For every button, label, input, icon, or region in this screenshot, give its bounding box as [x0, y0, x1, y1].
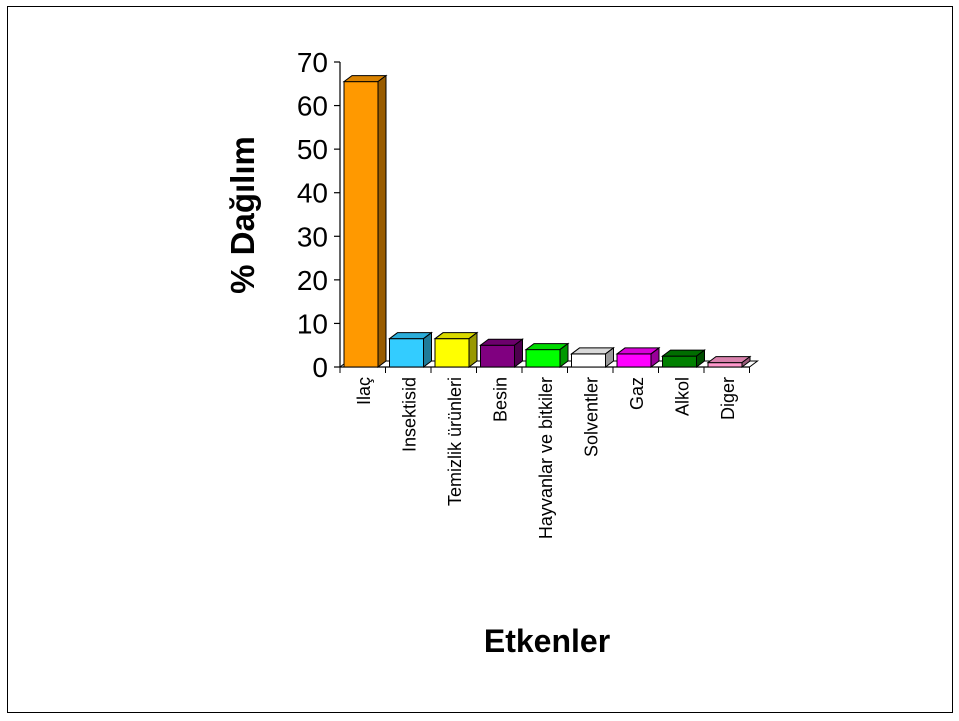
x-tick-label: Ilaç: [354, 377, 374, 405]
bar-side: [514, 338, 523, 368]
y-tick-label: 30: [297, 221, 328, 252]
bar: [342, 74, 388, 368]
bar-side: [605, 346, 614, 368]
x-tick-label: Gaz: [627, 377, 647, 410]
bar: [524, 342, 570, 368]
x-axis-title: Etkenler: [484, 623, 610, 659]
bar-front: [571, 353, 606, 368]
bar-front: [389, 338, 424, 368]
bar: [433, 331, 479, 368]
bar-side: [559, 342, 569, 368]
y-axis-title: % Dağılım: [224, 136, 261, 294]
bar-side: [468, 331, 478, 368]
x-tick-label: Hayvanlar ve bitkiler: [536, 377, 556, 539]
x-tick-label: Alkol: [672, 377, 692, 416]
x-tick-label: Besin: [490, 377, 510, 422]
bar: [570, 346, 615, 368]
y-tick-label: 0: [312, 352, 328, 383]
x-tick-label: Diger: [718, 377, 738, 420]
bar: [615, 346, 661, 368]
bar-front: [616, 353, 652, 368]
bar-side: [696, 349, 705, 368]
axes: [334, 61, 759, 373]
bar-front: [707, 362, 743, 368]
x-tick-label: Solventler: [581, 377, 601, 457]
y-tick-label: 60: [297, 91, 328, 122]
bar: [661, 349, 706, 368]
bars: [342, 74, 752, 368]
x-tick-label: Insektisid: [399, 377, 419, 452]
bar-side: [741, 355, 751, 368]
y-tick-label: 40: [297, 178, 328, 209]
bar-side: [423, 331, 432, 368]
bar-front: [525, 349, 561, 368]
x-tick-label: Temizlik ürünleri: [445, 377, 465, 506]
bar: [388, 331, 433, 368]
tick-labels: 0 10 20 30 40 50 60 70 Ilaç Insektisid Temizlik ür…: [297, 47, 738, 539]
bar-side: [650, 346, 660, 368]
bar-front: [434, 338, 470, 368]
bar-front: [343, 81, 379, 368]
bar-front: [662, 355, 697, 368]
bar: [479, 338, 524, 368]
bar-front: [480, 344, 515, 368]
bar-side: [377, 74, 387, 368]
bar: [706, 355, 752, 368]
y-tick-label: 10: [297, 308, 328, 339]
y-tick-label: 70: [297, 47, 328, 78]
y-tick-label: 50: [297, 134, 328, 165]
y-tick-label: 20: [297, 265, 328, 296]
